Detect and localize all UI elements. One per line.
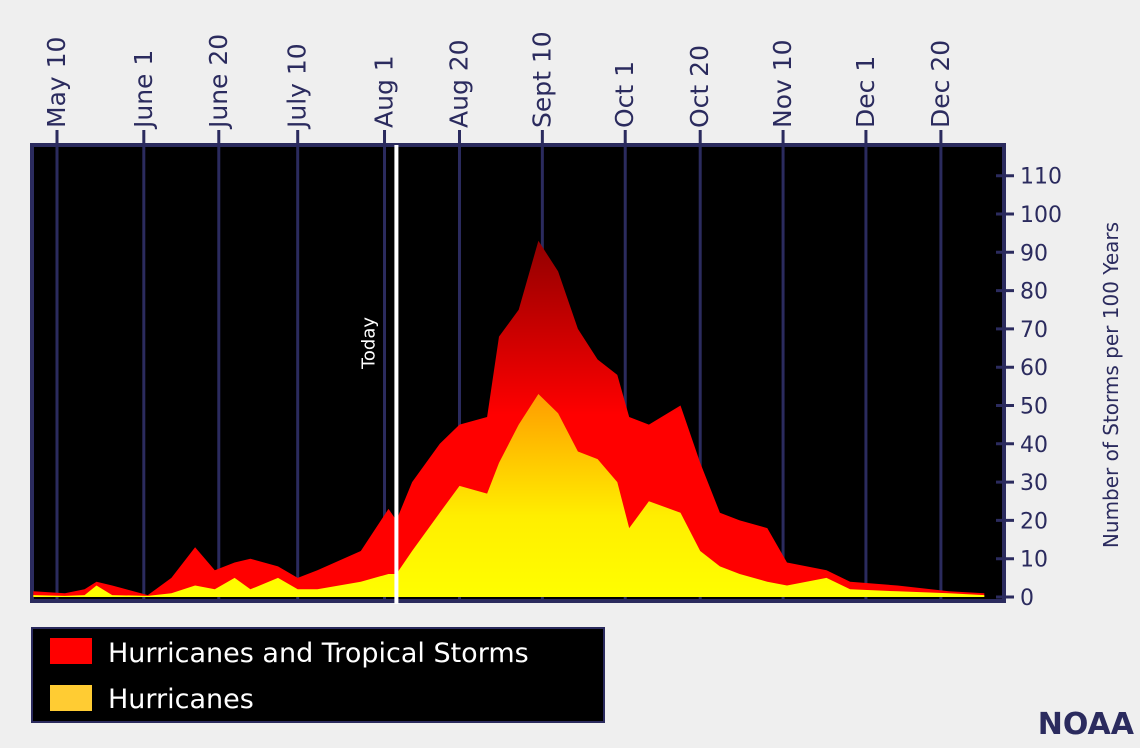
x-tick-label: July 10: [283, 43, 312, 130]
y-tick-label: 30: [1020, 471, 1048, 496]
y-tick-label: 80: [1020, 280, 1048, 305]
y-tick-label: 100: [1020, 203, 1062, 228]
x-tick-label: Dec 1: [851, 56, 880, 128]
series-area-hurricanes-and-tropical-storms: [33, 240, 985, 598]
y-tick-label: 0: [1020, 586, 1034, 611]
x-tick-label: May 10: [42, 37, 71, 128]
legend-label-hurricanes: Hurricanes: [108, 684, 254, 715]
x-tick-label: June 20: [204, 34, 233, 130]
x-tick-label: Oct 20: [685, 45, 714, 128]
x-tick-label: Dec 20: [926, 40, 955, 128]
noaa-credit: NOAA: [1038, 707, 1135, 742]
legend-swatch-hurricanes: [50, 685, 92, 711]
y-tick-label: 70: [1020, 318, 1048, 343]
x-tick-label: Oct 1: [610, 61, 639, 128]
x-tick-label: Sept 10: [527, 31, 556, 128]
y-tick-label: 90: [1020, 241, 1048, 266]
x-tick-label: Nov 10: [768, 39, 797, 128]
y-tick-label: 60: [1020, 356, 1048, 381]
legend-swatch-hurricanes-and-tropical-storms: [50, 638, 92, 664]
x-tick-label: June 1: [129, 50, 158, 130]
y-tick-label: 10: [1020, 548, 1048, 573]
x-tick-label: Aug 20: [444, 39, 473, 128]
y-tick-label: 40: [1020, 433, 1048, 458]
y-axis-label: Number of Storms per 100 Years: [1099, 222, 1123, 548]
legend-label-hurricanes-and-tropical-storms: Hurricanes and Tropical Storms: [108, 638, 529, 669]
y-tick-label: 20: [1020, 509, 1048, 534]
today-label: Today: [358, 317, 379, 370]
y-tick-label: 50: [1020, 395, 1048, 420]
series-area-hurricanes: [33, 394, 985, 597]
x-tick-label: Aug 1: [370, 55, 399, 128]
legend: Hurricanes and Tropical Storms Hurricane…: [31, 627, 605, 723]
y-tick-label: 110: [1020, 165, 1062, 190]
